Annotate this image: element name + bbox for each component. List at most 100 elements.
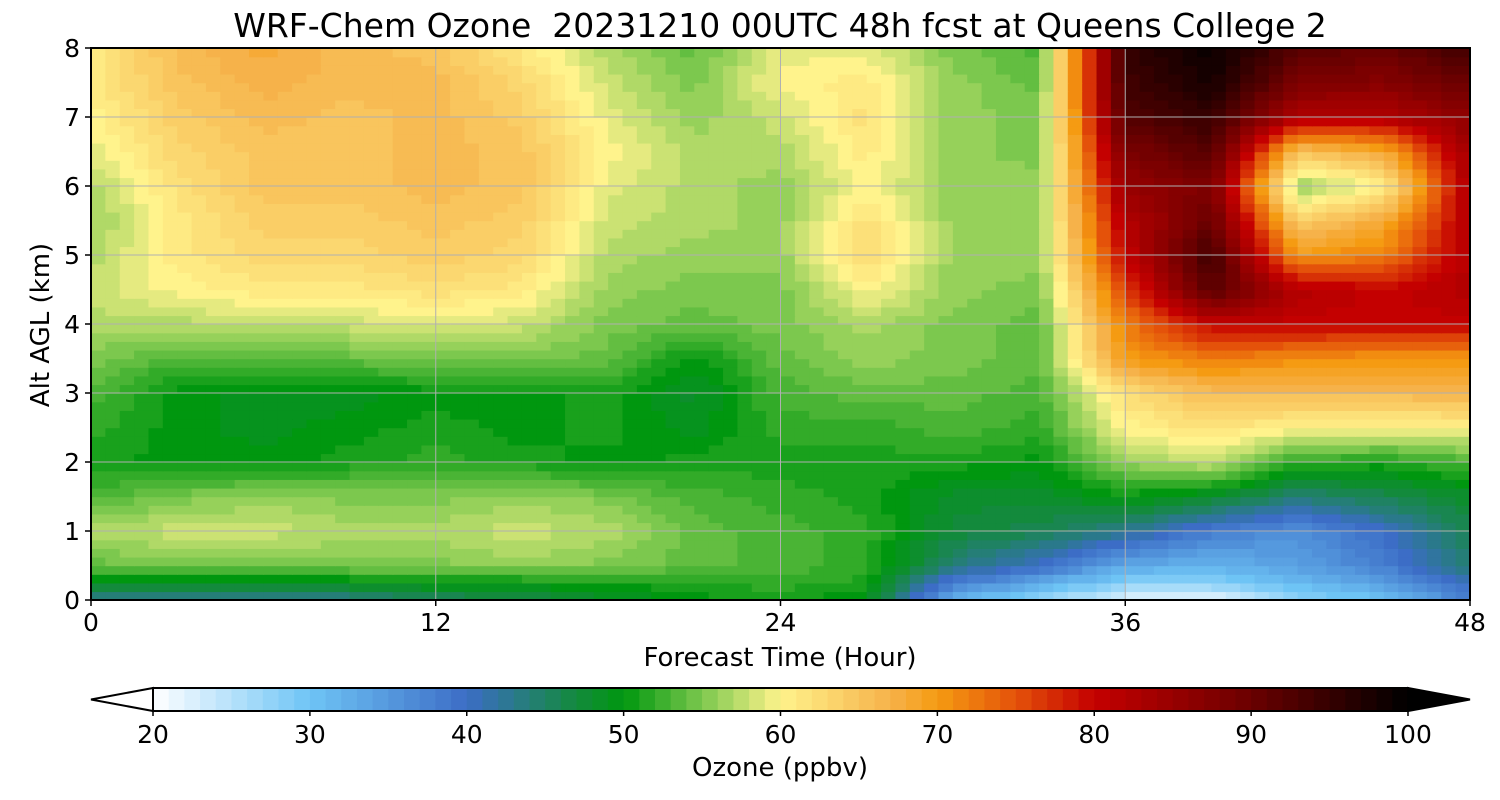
heatmap-cell [306,211,322,222]
heatmap-cell [1326,367,1342,377]
heatmap-cell [1168,393,1184,403]
heatmap-cell [967,462,983,472]
heatmap-cell [234,574,250,584]
heatmap-cell [1254,574,1270,584]
heatmap-cell [1096,591,1112,600]
heatmap-cell [1168,229,1184,239]
heatmap-cell [392,367,408,377]
heatmap-cell [708,436,724,446]
heatmap-cell [1398,401,1414,411]
heatmap-cell [378,531,394,541]
heatmap-cell [1225,462,1241,472]
heatmap-cell [1225,401,1241,411]
heatmap-cell [1398,513,1414,524]
heatmap-cell [1139,203,1155,213]
heatmap-cell [1311,177,1328,187]
heatmap-cell [737,220,753,230]
heatmap-cell [708,556,724,567]
heatmap-cell [1024,444,1040,455]
heatmap-cell [1024,289,1040,299]
heatmap-cell [1355,186,1371,196]
heatmap-cell [1082,453,1098,463]
heatmap-cell [1153,151,1170,161]
heatmap-cell [392,358,408,368]
heatmap-cell [1024,410,1040,420]
heatmap-cell [507,410,523,420]
heatmap-cell [679,591,696,600]
heatmap-cell [723,367,739,377]
heatmap-cell [220,531,236,541]
heatmap-cell [924,298,940,308]
heatmap-cell [679,211,696,222]
heatmap-cell [335,375,351,386]
heatmap-cell [493,151,509,161]
heatmap-cell [363,263,379,273]
heatmap-cell [1153,470,1170,480]
heatmap-cell [694,186,710,196]
heatmap-cell [507,229,523,239]
heatmap-cell [1369,186,1385,196]
heatmap-cell [1096,410,1112,420]
heatmap-cell [220,324,236,334]
heatmap-cell [1240,280,1256,291]
heatmap-cell [1182,246,1198,256]
heatmap-cell [1426,255,1442,265]
heatmap-cell [1441,332,1457,342]
heatmap-cell [91,177,107,187]
heatmap-cell [536,324,552,334]
heatmap-cell [636,177,652,187]
heatmap-cell [1110,229,1126,239]
heatmap-cell [852,384,868,394]
heatmap-cell [105,237,121,248]
heatmap-cell [1096,393,1112,403]
heatmap-cell [622,556,638,567]
heatmap-cell [1383,436,1399,446]
heatmap-cell [407,194,423,204]
heatmap-cell [320,522,336,532]
heatmap-cell [277,556,293,567]
heatmap-cell [550,289,566,299]
heatmap-cell [148,367,164,377]
heatmap-cell [220,263,236,273]
heatmap-cell [1455,280,1470,291]
heatmap-cell [866,453,882,463]
heatmap-cell [292,539,308,549]
heatmap-cell [378,582,394,593]
heatmap-cell [1268,263,1284,273]
heatmap-cell [349,548,365,558]
heatmap-cell [1297,160,1313,170]
heatmap-cell [1182,436,1198,446]
heatmap-cell [1225,496,1241,506]
heatmap-cell [1412,487,1428,498]
heatmap-cell [1369,349,1385,360]
heatmap-cell [162,444,178,455]
heatmap-cell [1096,341,1112,351]
heatmap-cell [478,384,494,394]
heatmap-cell [292,591,308,600]
heatmap-cell [392,531,408,541]
heatmap-cell [1168,358,1184,368]
heatmap-cell [349,289,365,299]
heatmap-cell [1197,565,1213,575]
heatmap-cell [952,479,968,489]
heatmap-cell [952,539,968,549]
heatmap-cell [105,453,121,463]
heatmap-cell [478,246,494,256]
heatmap-cell [1082,237,1098,248]
heatmap-cell [1283,263,1299,273]
heatmap-cell [1010,186,1026,196]
heatmap-cell [780,548,796,558]
heatmap-cell [694,341,710,351]
heatmap-cell [306,229,322,239]
heatmap-cell [1096,151,1112,161]
heatmap-cell [895,505,911,515]
heatmap-cell [823,462,839,472]
heatmap-cell [1039,410,1055,420]
heatmap-cell [1355,280,1371,291]
heatmap-cell [1125,211,1141,222]
heatmap-cell [478,194,494,204]
heatmap-cell [407,263,423,273]
heatmap-cell [392,220,408,230]
heatmap-cell [665,280,681,291]
heatmap-cell [1412,332,1428,342]
